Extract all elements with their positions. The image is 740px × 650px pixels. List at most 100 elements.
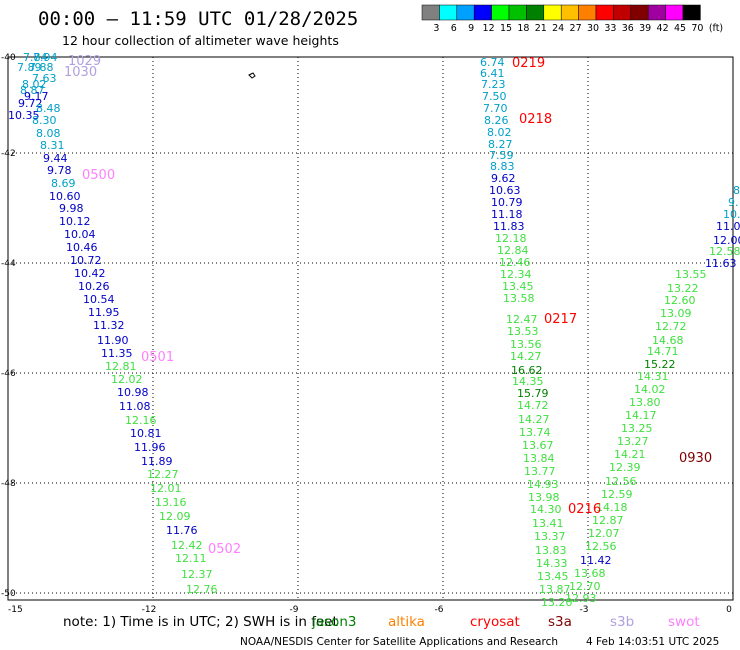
wave-height-value: 13.53 <box>507 325 539 338</box>
legend-swatch <box>595 4 614 21</box>
wave-height-value: 9.62 <box>491 172 516 185</box>
y-tick-label: -44 <box>1 259 16 269</box>
wave-height-value: 8.02 <box>22 78 47 91</box>
legend-value: 15 <box>500 23 512 34</box>
satellite-s3a-label: s3a <box>548 614 572 630</box>
wave-height-value: 9.98 <box>59 202 84 215</box>
wave-height-tracks: 7.847.947.897.887.638.028.879.179.728.48… <box>8 51 740 609</box>
wave-height-value: 10.72 <box>70 254 102 267</box>
wave-height-value: 14.17 <box>625 409 657 422</box>
wave-height-value: 8.26 <box>484 114 509 127</box>
wave-height-value: 13.87 <box>539 583 571 596</box>
wave-height-value: 7.89 <box>17 61 42 74</box>
wave-height-value: 12.02 <box>111 373 143 386</box>
wave-height-value: 6.41 <box>480 67 505 80</box>
wave-height-value: 13.22 <box>667 282 699 295</box>
satellite-s3b-label: s3b <box>610 614 634 630</box>
wave-height-value: 11.63 <box>705 257 737 270</box>
wave-height-value: 12.09 <box>159 510 191 523</box>
wave-height-value: 14.21 <box>614 448 646 461</box>
map-subtitle: 12 hour collection of altimeter wave hei… <box>62 33 339 48</box>
wave-height-value: 14.30 <box>530 503 562 516</box>
legend-value: 70 <box>691 23 703 34</box>
wave-height-value: 13.25 <box>621 422 653 435</box>
legend-swatch <box>526 4 545 21</box>
satellite-swot-label: swot <box>668 614 700 630</box>
x-tick-label: -12 <box>142 605 157 615</box>
wave-height-value: 13.80 <box>629 396 661 409</box>
time-label: 0930 <box>679 451 712 466</box>
legend-value: 27 <box>570 23 582 34</box>
wave-height-value: 11.96 <box>134 441 166 454</box>
legend-unit: (ft) <box>709 23 723 34</box>
wave-height-value: 13.41 <box>532 517 564 530</box>
wave-height-value: 13.45 <box>502 280 534 293</box>
wave-height-value: 13.77 <box>524 465 556 478</box>
wave-height-value: 12.00 <box>713 234 740 247</box>
wave-height-value: 10.81 <box>130 427 162 440</box>
legend-swatch <box>613 4 632 21</box>
wave-height-value: 10.35 <box>8 109 40 122</box>
wave-height-value: 11.0 <box>716 220 740 233</box>
wave-height-value: 13.16 <box>155 496 187 509</box>
wave-height-value: 10.63 <box>489 184 521 197</box>
wave-height-value: 8.08 <box>36 127 61 140</box>
legend-value: 33 <box>604 23 616 34</box>
time-label: 0217 <box>544 312 577 327</box>
wave-height-value: 12.42 <box>171 539 203 552</box>
legend-swatch <box>491 4 510 21</box>
wave-height-value: 8 <box>733 184 740 197</box>
wave-height-value: 12.56 <box>585 540 617 553</box>
wave-height-value: 12.34 <box>500 268 532 281</box>
legend-value: 42 <box>657 23 669 34</box>
wave-height-value: 13.37 <box>534 530 566 543</box>
wave-height-value: 11.90 <box>97 334 129 347</box>
time-label: 1029 <box>68 54 101 69</box>
legend-value: 9 <box>468 23 474 34</box>
legend-swatch <box>508 4 527 21</box>
legend-swatch <box>543 4 562 21</box>
color-legend: 3 6 9 12 15 18 21 24 27 30 33 36 39 42 45 70 (ft) <box>421 4 723 34</box>
wave-height-value: 13.74 <box>519 426 551 439</box>
wave-height-value: 6.74 <box>480 56 505 69</box>
wave-height-value: 10.98 <box>117 386 149 399</box>
wave-height-value: 12.16 <box>125 414 157 427</box>
time-label: 0219 <box>512 56 545 71</box>
wave-height-value: 14.33 <box>536 557 568 570</box>
wave-height-value: 13.55 <box>675 268 707 281</box>
y-tick-label: -40 <box>1 53 16 63</box>
wave-height-value: 11.42 <box>580 554 612 567</box>
wave-height-value: 8.31 <box>40 139 65 152</box>
time-label: 1030 <box>64 65 97 80</box>
time-label: 0218 <box>519 112 552 127</box>
wave-height-value: 12.72 <box>655 320 687 333</box>
wave-height-value: 12.76 <box>186 583 218 596</box>
legend-value: 3 <box>433 23 439 34</box>
y-tick-label: -46 <box>1 369 16 379</box>
wave-height-value: 8.83 <box>490 160 515 173</box>
legend-value: 36 <box>622 23 634 34</box>
wave-height-value: 11.35 <box>101 347 133 360</box>
legend-value: 24 <box>552 23 564 34</box>
wave-height-value: 12.27 <box>147 468 179 481</box>
wave-height-value: 12.46 <box>499 256 531 269</box>
legend-swatch <box>421 4 440 21</box>
wave-height-value: 12.39 <box>609 461 641 474</box>
wave-height-value: 13.27 <box>617 435 649 448</box>
wave-height-value: 9. <box>728 196 739 209</box>
wave-height-value: 14.02 <box>634 383 666 396</box>
wave-height-value: 12.93 <box>565 592 597 605</box>
wave-height-value: 7.84 <box>23 51 48 64</box>
wave-height-value: 11.08 <box>119 400 151 413</box>
wave-height-value: 12.01 <box>150 482 182 495</box>
legend-value: 12 <box>483 23 495 34</box>
wave-height-value: 14.71 <box>647 345 679 358</box>
legend-value: 18 <box>517 23 529 34</box>
time-label: 0216 <box>568 502 601 517</box>
satellite-cryosat-label: cryosat <box>470 614 520 630</box>
wave-height-value: 13.68 <box>574 567 606 580</box>
footnote: note: 1) Time is in UTC; 2) SWH is in fe… <box>63 614 338 630</box>
wave-height-value: 13.45 <box>537 570 569 583</box>
legend-swatch <box>630 4 649 21</box>
wave-height-value: 13.98 <box>528 491 560 504</box>
